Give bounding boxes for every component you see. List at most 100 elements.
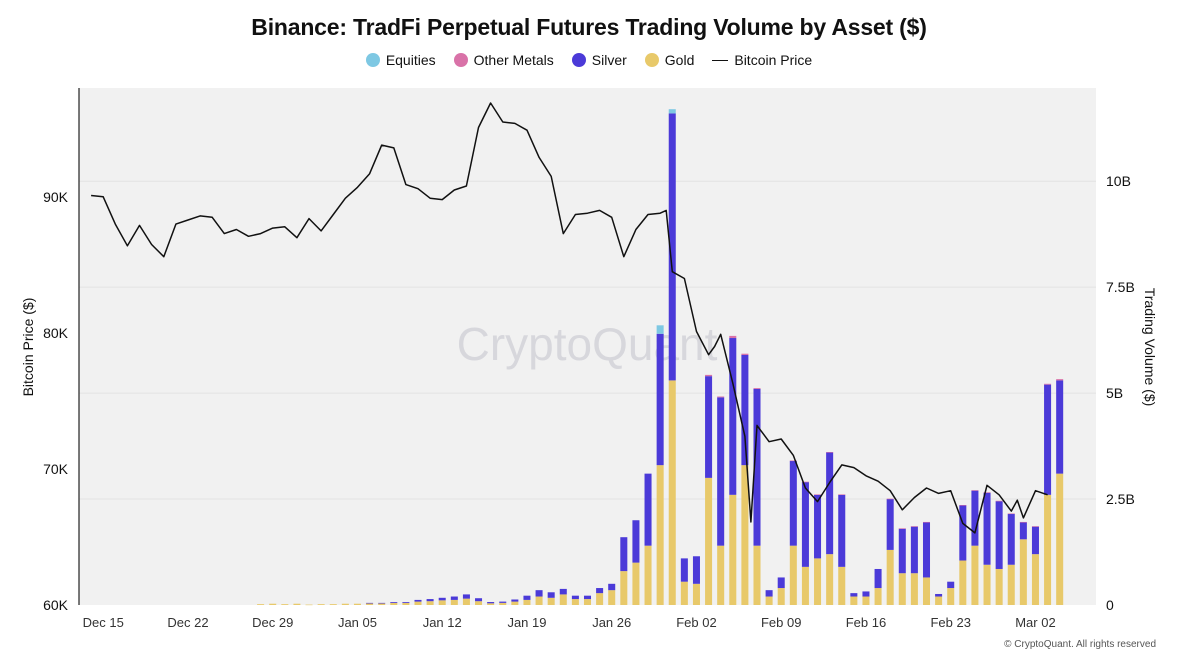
bar-silver	[898, 528, 906, 574]
bar-silver	[632, 520, 640, 563]
bar-gold	[922, 577, 931, 605]
bar-gold	[620, 571, 628, 605]
bar-silver	[499, 601, 507, 603]
bar-silver	[366, 602, 374, 604]
bar-gold	[717, 545, 725, 605]
bar-other-metals	[910, 526, 918, 527]
bar-silver	[596, 588, 604, 594]
bar-gold	[378, 603, 386, 605]
bar-gold	[608, 590, 616, 605]
bar-other-metals	[717, 396, 725, 398]
bar-gold	[1031, 554, 1039, 605]
bar-gold	[826, 554, 834, 605]
bar-gold	[947, 588, 955, 605]
bar-gold	[499, 602, 507, 605]
x-tick-label: Jan 05	[338, 615, 377, 630]
right-axis-ticks: 0 2.5B 5B 7.5B 10B	[1106, 173, 1135, 613]
bar-silver	[608, 583, 616, 591]
bar-other-metals	[741, 353, 749, 355]
bar-gold	[462, 598, 470, 605]
bar-gold	[511, 601, 519, 605]
bar-gold	[414, 601, 422, 605]
bar-gold	[1019, 539, 1027, 605]
bar-gold	[438, 600, 446, 605]
bar-silver	[402, 602, 410, 603]
bar-gold	[547, 597, 555, 605]
bar-silver	[668, 113, 676, 381]
legend-label-equities: Equities	[385, 52, 436, 68]
bar-silver	[935, 593, 943, 597]
bar-gold	[571, 599, 579, 605]
bar-silver	[995, 501, 1003, 569]
bar-gold	[995, 568, 1003, 605]
legend-item-gold[interactable]: Gold	[644, 52, 695, 68]
bar-gold	[1044, 494, 1052, 605]
bar-silver	[656, 333, 664, 466]
bar-gold	[935, 596, 943, 605]
bar-silver	[753, 388, 761, 546]
left-tick-label: 90K	[43, 189, 69, 205]
x-tick-label: Feb 02	[676, 615, 716, 630]
bar-silver	[487, 602, 495, 604]
watermark: CryptoQuant	[457, 318, 718, 370]
bar-other-metals	[1007, 513, 1015, 515]
bar-silver	[462, 594, 470, 599]
bar-silver	[426, 599, 434, 602]
x-axis-ticks: Dec 15 Dec 22 Dec 29 Jan 05 Jan 12 Jan 19 Jan …	[83, 615, 1056, 630]
chart-title: Binance: TradFi Perpetual Futures Tradin…	[251, 14, 927, 40]
bar-gold	[1007, 564, 1015, 605]
bar-silver	[475, 598, 483, 602]
legend-swatch-other-metals	[453, 53, 468, 67]
volume-bars	[257, 109, 1064, 606]
bar-silver	[705, 376, 713, 478]
bar-gold	[341, 603, 349, 605]
bar-gold	[632, 562, 640, 605]
legend-item-equities[interactable]: Equities	[365, 52, 436, 68]
bar-silver	[789, 460, 797, 546]
bar-silver	[571, 595, 579, 600]
bar-gold	[281, 604, 289, 605]
bar-gold	[353, 603, 361, 605]
legend-item-silver[interactable]: Silver	[571, 52, 627, 68]
bar-gold	[680, 581, 688, 605]
bar-other-metals	[729, 335, 737, 339]
bar-other-metals	[983, 492, 991, 493]
x-tick-label: Dec 15	[83, 615, 124, 630]
legend-swatch-bitcoin-price	[712, 59, 729, 61]
x-tick-label: Jan 26	[592, 615, 631, 630]
bar-silver	[620, 537, 628, 572]
bar-gold	[874, 588, 882, 605]
bar-other-metals	[789, 460, 797, 462]
bar-silver	[838, 494, 846, 567]
bar-gold	[971, 545, 979, 605]
bar-gold	[910, 573, 918, 605]
bar-silver	[886, 499, 894, 550]
bar-gold	[390, 602, 398, 605]
left-tick-label: 80K	[43, 325, 69, 341]
bar-gold	[366, 603, 374, 605]
bar-silver	[983, 492, 991, 565]
bar-gold	[765, 596, 773, 605]
bar-silver	[559, 588, 567, 595]
left-axis-label: Bitcoin Price ($)	[20, 298, 36, 397]
bar-silver	[535, 590, 543, 597]
legend-label-gold: Gold	[664, 52, 695, 68]
bar-gold	[729, 494, 737, 605]
bar-gold	[886, 549, 894, 605]
legend-item-bitcoin-price[interactable]: Bitcoin Price	[712, 52, 812, 68]
bar-silver	[1007, 513, 1015, 565]
bar-silver	[680, 558, 688, 582]
legend-item-other-metals[interactable]: Other Metals	[453, 52, 554, 68]
bar-silver	[850, 593, 858, 597]
bar-gold	[583, 599, 592, 605]
bar-equities	[656, 325, 664, 334]
x-tick-label: Jan 19	[507, 615, 546, 630]
right-axis-label: Trading Volume ($)	[1142, 288, 1158, 407]
bar-gold	[705, 477, 713, 605]
bar-silver	[874, 568, 882, 589]
bar-gold	[559, 594, 567, 605]
bar-gold	[535, 596, 543, 605]
bar-silver	[583, 595, 592, 600]
bar-silver	[959, 505, 967, 561]
